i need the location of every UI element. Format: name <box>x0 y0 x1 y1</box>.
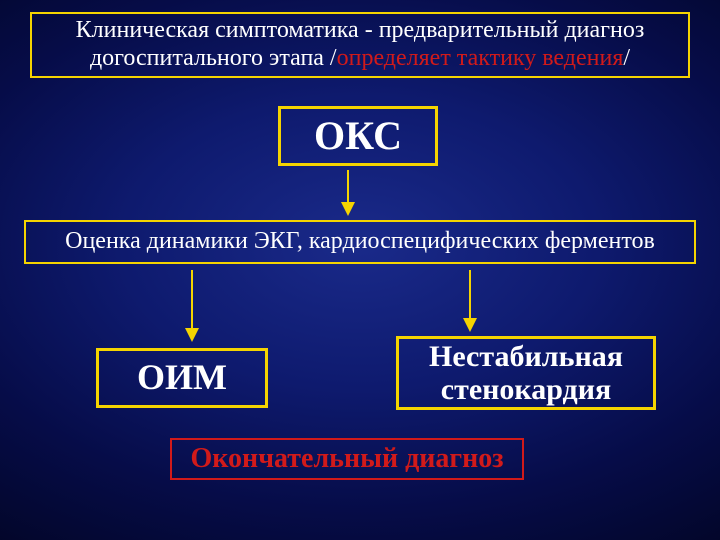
arrow-line <box>469 270 471 320</box>
arrow-head-icon <box>341 202 355 216</box>
unstable-box: Нестабильная стенокардия <box>396 336 656 410</box>
final-box: Окончательный диагноз <box>170 438 524 480</box>
header-line2-c: / <box>623 45 630 71</box>
eval-label: Оценка динамики ЭКГ, кардиоспецифических… <box>65 228 655 256</box>
arrow-head-icon <box>185 328 199 342</box>
arrow-line <box>347 170 349 204</box>
header-line1: Клиническая симптоматика - предварительн… <box>76 17 645 45</box>
eval-box: Оценка динамики ЭКГ, кардиоспецифических… <box>24 220 696 264</box>
header-line2: догоспитального этапа /определяет тактик… <box>90 45 630 73</box>
unstable-line2: стенокардия <box>441 373 611 406</box>
final-label: Окончательный диагноз <box>191 443 504 475</box>
header-line2-a: догоспитального этапа / <box>90 45 337 71</box>
oks-label: ОКС <box>314 113 402 159</box>
oim-label: ОИМ <box>137 357 227 398</box>
arrow-line <box>191 270 193 330</box>
arrow-head-icon <box>463 318 477 332</box>
oks-box: ОКС <box>278 106 438 166</box>
unstable-line1: Нестабильная <box>429 340 623 373</box>
header-box: Клиническая симптоматика - предварительн… <box>30 12 690 78</box>
header-line2-b: определяет тактику ведения <box>337 45 624 71</box>
oim-box: ОИМ <box>96 348 268 408</box>
